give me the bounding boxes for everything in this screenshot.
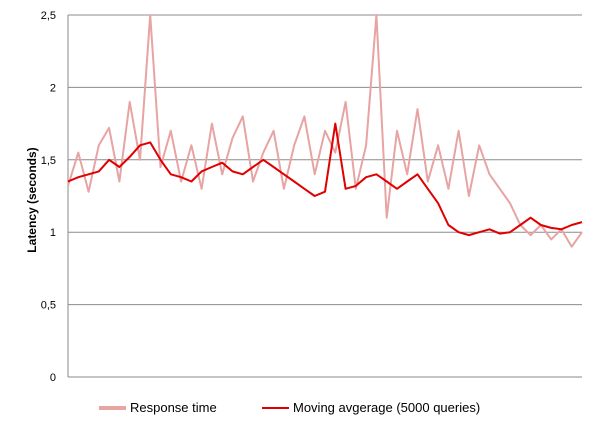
y-axis-title: Latency (seconds) [25, 147, 39, 252]
y-tick-label: 1,5 [41, 155, 56, 167]
y-tick-label: 0,5 [41, 300, 56, 312]
y-tick-label: 1 [50, 227, 56, 239]
legend: Response time Moving avgerage (5000 quer… [99, 400, 480, 415]
legend-label-response-time: Response time [130, 400, 217, 415]
y-tick-labels: 0 0,5 1 1,5 2 2,5 [41, 10, 56, 384]
series-group [67, 14, 583, 248]
legend-label-moving-average: Moving avgerage (5000 queries) [293, 400, 480, 415]
series-line-response-time [67, 14, 583, 248]
series-line-moving-average [67, 122, 583, 237]
gridlines [67, 14, 582, 378]
y-tick-label: 0 [50, 372, 56, 384]
y-tick-label: 2 [50, 82, 56, 94]
y-tick-label: 2,5 [41, 10, 56, 22]
